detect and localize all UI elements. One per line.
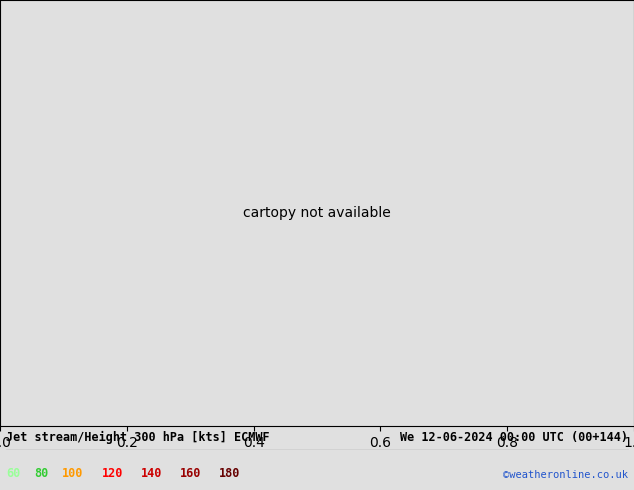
Text: cartopy not available: cartopy not available [243,206,391,220]
Text: 160: 160 [180,467,202,480]
Text: 120: 120 [101,467,123,480]
Text: 80: 80 [34,467,48,480]
Text: Jet stream/Height 300 hPa [kts] ECMWF: Jet stream/Height 300 hPa [kts] ECMWF [6,431,270,444]
Text: ©weatheronline.co.uk: ©weatheronline.co.uk [503,470,628,480]
Text: 140: 140 [141,467,162,480]
Text: We 12-06-2024 00:00 UTC (00+144): We 12-06-2024 00:00 UTC (00+144) [399,431,628,444]
Text: 60: 60 [6,467,20,480]
Text: 100: 100 [62,467,84,480]
Text: 180: 180 [219,467,241,480]
